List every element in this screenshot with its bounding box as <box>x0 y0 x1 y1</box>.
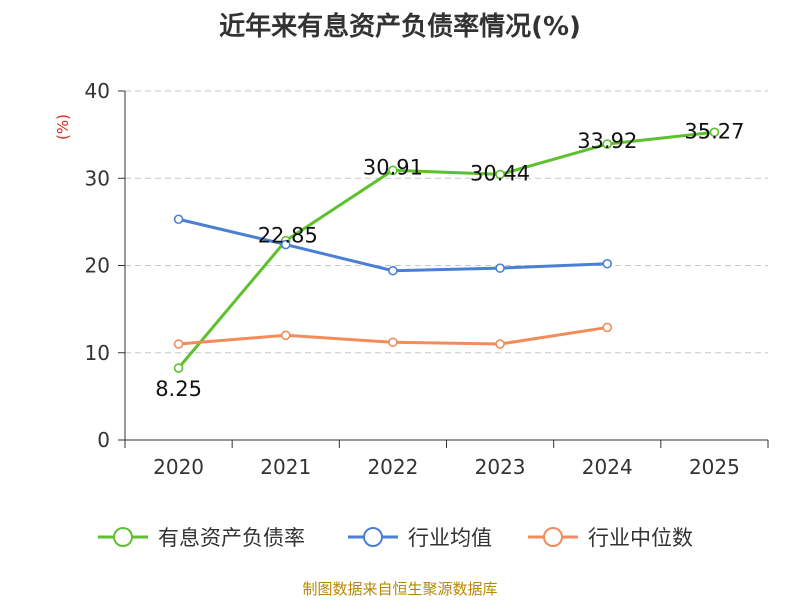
data-point <box>280 330 291 341</box>
y-tick-label: 10 <box>85 341 110 365</box>
data-label: 35.27 <box>684 119 744 143</box>
gridlines <box>125 90 768 354</box>
data-labels: 8.25 22.85 30.91 30.44 33.92 35.27 <box>155 119 744 401</box>
x-tick-label: 2020 <box>153 455 204 479</box>
data-point <box>173 363 184 373</box>
data-point <box>388 337 398 348</box>
legend-marker <box>363 527 383 547</box>
data-point <box>495 263 505 273</box>
legend-marker <box>113 527 133 547</box>
x-tick-label: 2021 <box>260 455 311 479</box>
legend-label: 行业中位数 <box>588 526 693 550</box>
x-tick-label: 2022 <box>367 455 418 479</box>
series-line <box>177 130 715 369</box>
data-point <box>173 214 184 225</box>
y-tick-label: 20 <box>85 254 110 278</box>
data-point <box>709 127 720 138</box>
series-lines <box>173 127 720 373</box>
y-tick-label: 0 <box>97 428 110 452</box>
data-label: 8.25 <box>155 377 202 401</box>
source-note: 制图数据来自恒生聚源数据库 <box>302 580 498 598</box>
x-tick-label: 2024 <box>582 455 633 479</box>
data-point <box>173 339 184 349</box>
data-label: 33.92 <box>577 129 637 153</box>
series-line <box>178 217 608 273</box>
y-axis-label: (%) <box>54 114 72 140</box>
x-tick-label: 2023 <box>475 455 526 479</box>
data-label: 30.91 <box>363 155 423 179</box>
legend-label: 行业均值 <box>408 526 492 550</box>
y-tick-label: 40 <box>85 79 110 103</box>
data-point <box>602 258 613 269</box>
chart-title: 近年来有息资产负债率情况(%) <box>219 12 581 42</box>
axes: 0 10 20 30 40 (%) 2020 2021 2022 2023 2024 2025 <box>54 79 769 479</box>
data-point <box>280 239 291 250</box>
legend-label: 有息资产负债率 <box>158 526 305 550</box>
legend-marker <box>543 527 563 547</box>
data-point <box>388 165 398 176</box>
data-label: 22.85 <box>258 224 318 248</box>
data-point <box>495 169 505 180</box>
x-tick-label: 2025 <box>689 455 740 479</box>
data-point <box>602 139 613 149</box>
legend: 有息资产负债率 行业均值 行业中位数 <box>98 526 693 550</box>
y-tick-label: 30 <box>85 166 110 190</box>
data-point <box>388 265 398 276</box>
data-point <box>602 322 613 333</box>
data-label: 30.44 <box>470 161 530 185</box>
data-point <box>495 339 505 349</box>
